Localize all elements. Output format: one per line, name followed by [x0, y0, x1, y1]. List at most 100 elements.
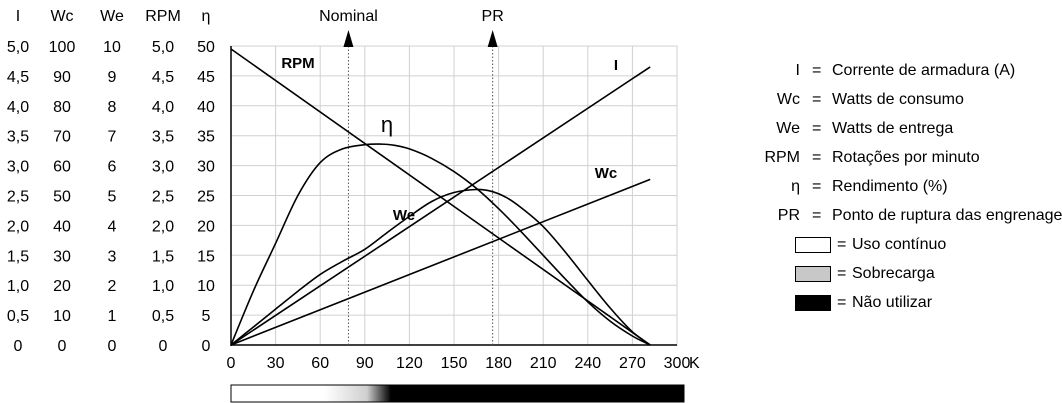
y-tick-label: 45: [197, 69, 215, 86]
y-tick-label: 70: [53, 129, 71, 146]
legend-equals: =: [837, 294, 847, 311]
series-label: I: [614, 57, 618, 74]
column-header: I: [16, 8, 20, 25]
x-tick-label: 180: [485, 355, 512, 372]
y-tick-label: 3,5: [7, 129, 29, 146]
marker-lines: Nominal PR: [319, 8, 504, 345]
zone-description: Uso contínuo: [852, 236, 947, 253]
x-tick-label: 90: [356, 355, 374, 372]
column-header: Wc: [50, 8, 73, 25]
x-unit-label: Kgfcm: [689, 355, 700, 372]
y-tick-label: 7: [108, 129, 117, 146]
legend-equals: =: [812, 149, 822, 166]
y-tick-label: 5: [108, 189, 117, 206]
legend-description: Rotações por minuto: [832, 149, 980, 166]
x-tick-label: 270: [619, 355, 646, 372]
y-tick-label: 1,0: [7, 278, 29, 295]
y-tick-label: 50: [53, 189, 71, 206]
y-tick-label: 2,5: [152, 189, 174, 206]
y-tick-label: 2,0: [7, 218, 29, 235]
legend-description: Watts de consumo: [832, 91, 964, 108]
y-tick-label: 4,5: [152, 69, 174, 86]
usage-band: [230, 384, 685, 403]
marker-label: Nominal: [319, 8, 378, 25]
y-tick-label: 60: [53, 159, 71, 176]
x-tick-label: 300: [664, 355, 691, 372]
series-label: We: [393, 207, 415, 224]
y-tick-label: 0: [159, 338, 168, 355]
x-tick-label: 210: [530, 355, 557, 372]
series-label: RPM: [281, 55, 314, 72]
y-tick-label: 6: [108, 159, 117, 176]
y-tick-label: 5: [202, 308, 211, 325]
y-tick-label: 1,5: [152, 248, 174, 265]
x-tick-label: 0: [227, 355, 236, 372]
y-tick-label: 5,0: [152, 39, 174, 56]
y-tick-label: 90: [53, 69, 71, 86]
y-scale-columns: I Wc We RPM η5,0 100 10 5,0 504,5 90 9 4,5 454,0 80 8 4…: [7, 8, 215, 355]
motor-performance-chart: I Wc We RPM η5,0 100 10 5,0 504,5 90 9 4,5 454,0 80 8 4…: [7, 8, 700, 403]
legend-equals: =: [812, 91, 822, 108]
y-tick-label: 2,5: [7, 189, 29, 206]
x-tick-label: 150: [441, 355, 468, 372]
y-tick-label: 0: [58, 338, 67, 355]
y-tick-label: 3,0: [7, 159, 29, 176]
y-tick-label: 20: [53, 278, 71, 295]
y-tick-label: 4,5: [7, 69, 29, 86]
y-tick-label: 1,0: [152, 278, 174, 295]
series-line-eta: [230, 143, 651, 346]
y-tick-label: 80: [53, 99, 71, 116]
y-tick-label: 3,5: [152, 129, 174, 146]
legend-equals: =: [837, 236, 847, 253]
zone-swatch: [795, 266, 831, 282]
y-tick-label: 4,0: [7, 99, 29, 116]
y-tick-label: 5,0: [7, 39, 29, 56]
legend-equals: =: [837, 265, 847, 282]
y-tick-label: 4,0: [152, 99, 174, 116]
y-tick-label: 2: [108, 278, 117, 295]
legend-key: η: [791, 178, 800, 195]
y-tick-label: 0: [14, 338, 23, 355]
legend-description: Ponto de ruptura das engrenagens: [832, 207, 1062, 224]
y-tick-label: 1,5: [7, 248, 29, 265]
legend-description: Watts de entrega: [832, 120, 954, 137]
x-axis-ticks: 0 30 60 90 120 150 180 210 240 270 300Kgfcm: [227, 355, 700, 372]
y-tick-label: 1: [108, 308, 117, 325]
y-tick-label: 0: [108, 338, 117, 355]
legend-key: We: [776, 120, 800, 137]
usage-band-bar: [230, 384, 685, 403]
y-tick-label: 10: [53, 308, 71, 325]
y-tick-label: 2,0: [152, 218, 174, 235]
marker-arrow: [343, 30, 354, 47]
legend-key: RPM: [764, 149, 800, 166]
y-tick-label: 100: [49, 39, 76, 56]
y-tick-label: 35: [197, 129, 215, 146]
y-tick-label: 10: [197, 278, 215, 295]
marker-label: PR: [482, 8, 504, 25]
column-header: RPM: [145, 8, 181, 25]
zone-swatch: [795, 237, 831, 253]
series-line-we: [230, 188, 651, 346]
y-tick-label: 30: [197, 159, 215, 176]
series-lines: RPM I Wc η We: [230, 48, 651, 346]
zone-description: Não utilizar: [852, 294, 933, 311]
x-tick-label: 30: [267, 355, 285, 372]
y-tick-label: 25: [197, 189, 215, 206]
legend-equals: =: [812, 120, 822, 137]
zone-description: Sobrecarga: [852, 265, 935, 282]
y-tick-label: 3,0: [152, 159, 174, 176]
column-header: We: [100, 8, 124, 25]
y-tick-label: 0: [202, 338, 211, 355]
x-tick-label: 120: [396, 355, 423, 372]
y-tick-label: 40: [197, 99, 215, 116]
y-tick-label: 0,5: [152, 308, 174, 325]
legend-key: I: [795, 62, 800, 79]
marker-arrow: [487, 30, 498, 47]
series-line-i: [230, 66, 651, 346]
y-tick-label: 20: [197, 218, 215, 235]
y-tick-label: 50: [197, 39, 215, 56]
series-line-wc: [230, 178, 651, 346]
legend-description: Corrente de armadura (A): [832, 62, 1016, 79]
legend-equals: =: [812, 62, 822, 79]
legend-equals: =: [812, 207, 822, 224]
